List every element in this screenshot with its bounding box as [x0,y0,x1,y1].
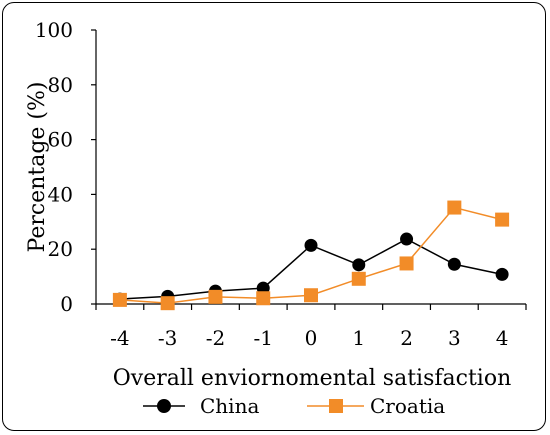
x-tick-label: 2 [400,326,413,350]
legend-marker-croatia [329,399,343,413]
chart-frame [2,2,546,431]
data-point-china [447,257,461,271]
x-tick-label: 0 [305,326,318,350]
x-tick-label: -2 [206,326,225,350]
data-point-croatia [304,288,318,303]
legend-item-croatia: Croatia [307,394,445,418]
data-point-china [400,232,414,246]
y-tick-label: 20 [48,237,73,261]
legend-item-china: China [143,394,259,418]
legend-label-croatia: Croatia [370,394,445,418]
x-tick-label: -4 [110,326,129,350]
y-tick-label: 60 [48,128,73,152]
x-tick-labels: -4 -3 -2 -1 0 1 2 3 4 [95,304,527,350]
legend-marker-china [157,399,171,413]
data-point-croatia [160,296,175,311]
x-axis-title: Overall enviornomental satisfaction [113,366,512,391]
data-point-croatia [256,291,271,306]
y-tick-labels: 0 20 40 60 80 100 [35,18,96,316]
data-point-china [304,238,318,252]
data-point-croatia [399,256,414,271]
legend: China Croatia [143,394,445,418]
x-tick-label: 3 [448,326,461,350]
data-point-croatia [447,200,462,215]
x-tick-label: 4 [496,326,509,350]
y-tick-label: 40 [48,182,73,206]
y-tick-label: 100 [35,18,73,42]
data-point-croatia [208,289,223,304]
x-tick-label: -1 [253,326,272,350]
x-tick-label: -3 [158,326,177,350]
data-point-croatia [112,292,127,307]
series-croatia [112,200,510,311]
x-tick-label: 1 [352,326,365,350]
y-tick-label: 80 [48,73,73,97]
y-axis-title: Percentage (%) [25,82,50,253]
axes [95,30,526,305]
data-point-croatia [351,271,366,286]
y-tick-label: 0 [60,292,73,316]
data-point-china [352,258,366,272]
series-layer [112,200,510,311]
data-point-croatia [495,212,510,227]
data-point-china [495,267,509,281]
legend-label-china: China [200,394,259,418]
